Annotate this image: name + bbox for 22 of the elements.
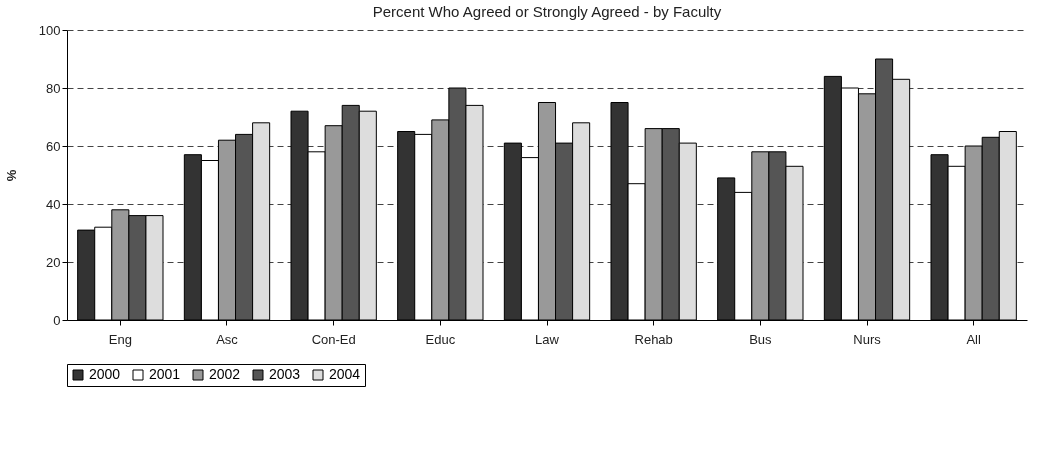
y-tick-label: 0 [53,312,61,328]
legend-label: 2004 [329,366,361,382]
x-tick-label: All [966,331,981,347]
legend-label: 2003 [269,366,301,382]
x-tick-label: Law [535,331,560,347]
legend-label: 2002 [209,366,241,382]
x-tick-label: Nurs [853,331,882,347]
y-tick-label: 60 [46,138,61,154]
legend-label: 2001 [149,366,181,382]
y-tick-label: 80 [46,80,61,96]
y-axis-title: % [3,169,19,182]
y-tick-label: 40 [46,196,61,212]
x-tick-label: Educ [425,331,456,347]
y-tick-label: 100 [38,22,61,38]
x-tick-label: Con-Ed [311,331,356,347]
x-tick-label: Rehab [634,331,673,347]
y-tick-label: 20 [46,254,61,270]
x-tick-label: Asc [216,331,239,347]
x-tick-label: Bus [749,331,773,347]
x-tick-label: Eng [108,331,132,347]
legend-label: 2000 [89,366,121,382]
chart-title: Percent Who Agreed or Strongly Agreed - by Faculty [372,3,722,20]
